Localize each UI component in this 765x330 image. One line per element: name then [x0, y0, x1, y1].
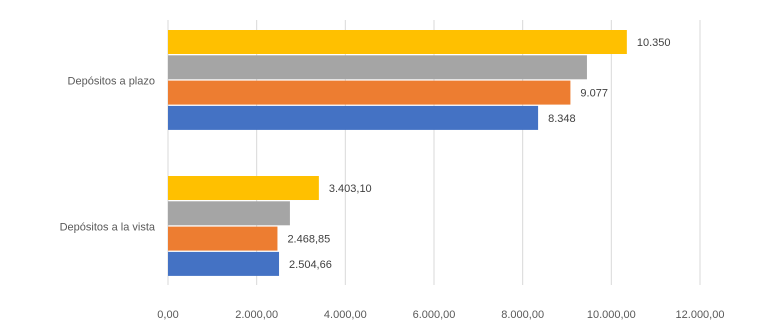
- data-label: 10.350: [637, 37, 671, 49]
- bar: [168, 251, 280, 276]
- category-labels: Depósitos a plazo Depósitos a la vista: [60, 76, 156, 234]
- bar: [168, 105, 539, 130]
- data-label: 2.504,66: [289, 259, 332, 271]
- x-tick-label: 2.000,00: [235, 309, 278, 321]
- x-tick-label: 10.000,00: [587, 309, 636, 321]
- bars: [168, 30, 627, 276]
- bar: [168, 30, 627, 54]
- data-labels: 10.350 9.077 8.348 3.403,10 2.468,85 2.504,66: [287, 37, 670, 271]
- bar: [168, 226, 278, 251]
- bar: [168, 201, 290, 226]
- category-label: Depósitos a la vista: [60, 222, 156, 234]
- x-tick-label: 12.000,00: [676, 309, 725, 321]
- x-tick-label: 4.000,00: [324, 309, 367, 321]
- x-axis-ticks: 0,00 2.000,00 4.000,00 6.000,00 8.000,00 10.0…: [157, 309, 724, 321]
- category-label: Depósitos a plazo: [68, 76, 155, 88]
- data-label: 8.348: [548, 113, 576, 125]
- x-tick-label: 6.000,00: [413, 309, 456, 321]
- data-label: 9.077: [580, 88, 608, 100]
- x-tick-label: 0,00: [157, 309, 178, 321]
- bar: [168, 176, 319, 200]
- data-label: 3.403,10: [329, 183, 372, 195]
- data-label: 2.468,85: [287, 234, 330, 246]
- bar: [168, 80, 571, 105]
- x-tick-label: 8.000,00: [501, 309, 544, 321]
- bar: [168, 55, 587, 80]
